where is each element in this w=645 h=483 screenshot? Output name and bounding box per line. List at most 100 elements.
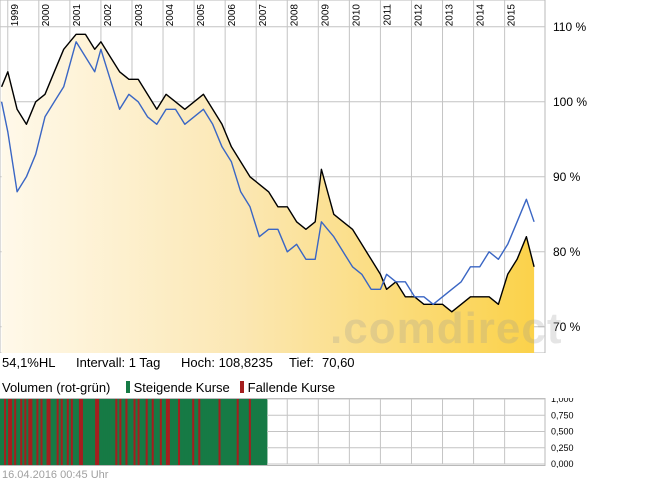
info-bar: 54,1%HL Intervall: 1 Tag Hoch: 108,8235 … [0,353,645,373]
volume-bar [111,399,114,465]
volume-bar [157,399,161,465]
volume-bar [188,399,191,465]
volume-bar [66,399,70,465]
volume-tick-label: 0,250 [551,443,574,453]
volume-bar [34,399,37,465]
volume-bar [153,399,157,465]
volume-bar [141,399,145,465]
volume-bar [123,399,126,465]
volume-bar [137,399,140,465]
y-axis-labels: 110 % 100 % 90 % 80 % 70 % [553,20,587,334]
volume-bar [97,399,100,465]
falling-legend-item: Fallende Kurse [240,379,335,397]
volume-bar [117,399,120,465]
volume-bar [6,399,9,465]
volume-bar [30,399,33,465]
volume-bar [48,399,51,465]
rising-label: Steigende Kurse [133,380,230,395]
volume-bar [105,399,108,465]
volume-bar [107,399,110,465]
volume-bar [190,399,193,465]
low-label: Tief: [289,355,314,370]
volume-bar [58,399,62,465]
year-label: 2001 [72,4,83,27]
volume-bar [103,399,106,465]
year-label: 2005 [196,4,207,27]
volume-bar [52,399,56,465]
volume-bar [147,399,151,465]
rising-legend-item: Steigende Kurse [126,379,230,397]
volume-bar [145,399,149,465]
volume-bar [246,399,250,465]
volume-bar [32,399,35,465]
volume-bar [171,399,175,465]
volume-bar [139,399,143,465]
volume-bar [212,399,215,465]
volume-bar [163,399,167,465]
volume-bar [226,399,230,465]
volume-bar [173,399,177,465]
volume-tick-label: 0,000 [551,459,574,468]
volume-bar [186,399,189,465]
price-chart: 1999 2000 2001 2002 2003 2004 2005 2006 2007 2008… [0,0,587,353]
volume-bar [252,399,256,465]
volume-bar [263,399,266,465]
volume-bar [256,399,260,465]
year-label: 2015 [507,4,518,27]
comparison-series-line [0,41,535,305]
volume-bar [161,399,165,465]
volume-bar [208,399,211,465]
year-label: 2012 [413,4,424,27]
volume-tick-label: 1,000 [551,398,574,404]
interval-label: Intervall: 1 Tag [76,355,161,370]
volume-bar [260,399,264,465]
volume-bar [236,399,240,465]
volume-bar [99,399,102,465]
year-label: 2002 [103,4,114,27]
volume-bar [216,399,219,465]
year-label: 2009 [320,4,331,27]
y-tick-label: 110 % [553,20,586,34]
volume-bar [14,399,17,465]
volume-tick-label: 0,750 [551,410,574,420]
volume-bar [149,399,153,465]
volume-bar [80,399,84,465]
volume-bar [228,399,232,465]
volume-bar [200,399,203,465]
volume-chart: 1,000 0,750 0,500 0,250 0,000 [0,398,574,468]
year-label: 2000 [41,4,52,27]
volume-bar [169,399,173,465]
volume-bar [44,399,47,465]
volume-bar [76,399,80,465]
year-label: 1999 [10,4,21,27]
volume-bar [159,399,163,465]
price-area-fill [1,34,535,353]
year-label: 2006 [227,4,238,27]
volume-bar [192,399,195,465]
volume-bar [64,399,68,465]
volume-bar [82,399,86,465]
series-lines [0,33,535,313]
volume-bar [24,399,27,465]
volume-bar [2,399,5,465]
volume-bar [206,399,209,465]
volume-bar [182,399,185,465]
volume-bar [109,399,112,465]
volume-bar [16,399,19,465]
volume-bar [56,399,60,465]
volume-bar [10,399,13,465]
volume-bar [38,399,41,465]
volume-bar [95,399,98,465]
volume-bar [89,399,92,465]
volume-bar [0,399,3,465]
volume-bar [222,399,225,465]
volume-bar [167,399,171,465]
volume-bar [165,399,169,465]
volume-bar [91,399,94,465]
high-label: Hoch: 108,8235 [181,355,273,370]
volume-bar [78,399,82,465]
volume-bar [194,399,197,465]
volume-bar [93,399,96,465]
volume-bar [115,399,118,465]
volume-bar [176,399,179,465]
